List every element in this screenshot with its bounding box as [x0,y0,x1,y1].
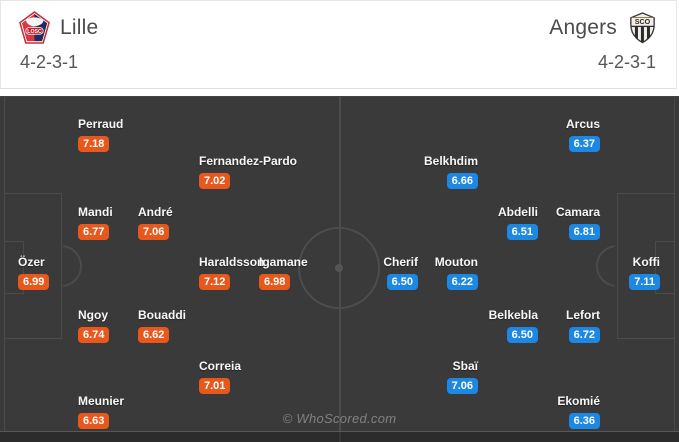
player-name: Correia [199,359,242,373]
player-away[interactable]: Belkhdim 6.66 [424,154,478,189]
player-away[interactable]: Lefort 6.72 [566,308,600,343]
player-rating: 6.36 [568,413,600,429]
player-away[interactable]: Mouton 6.22 [435,255,478,290]
player-rating: 7.06 [446,378,478,394]
player-rating: 6.81 [568,224,600,240]
player-rating: 7.06 [138,224,170,240]
penalty-box-right [617,193,675,339]
player-name: Bouaddi [138,308,186,322]
player-name: Abdelli [497,205,538,219]
player-rating: 7.18 [78,136,110,152]
player-rating: 6.62 [138,327,170,343]
player-rating: 6.22 [446,274,478,290]
player-rating: 6.99 [18,274,50,290]
player-name: Koffi [632,255,660,269]
player-away[interactable]: Camara 6.81 [556,205,600,240]
player-name: Özer [18,255,45,269]
player-name: Ekomié [557,394,600,408]
goal-area-left [4,241,24,294]
player-rating: 6.72 [568,327,600,343]
away-formation: 4-2-3-1 [597,52,656,72]
player-home[interactable]: Correia 7.01 [199,359,241,394]
player-home[interactable]: Ngoy 6.74 [78,308,110,343]
player-name: Lefort [566,308,600,322]
player-home[interactable]: Bouaddi 6.62 [138,308,186,343]
center-circle [298,227,380,309]
player-name: Mandi [78,205,113,219]
player-rating: 7.01 [199,378,231,394]
lille-crest-icon: LOSC [19,11,50,44]
player-home[interactable]: André 7.06 [138,205,173,240]
bottom-strip [0,432,679,442]
home-formation: 4-2-3-1 [20,52,79,72]
player-rating: 6.50 [506,327,538,343]
player-rating: 7.11 [629,274,660,290]
player-away[interactable]: Arcus 6.37 [566,117,600,152]
player-rating: 6.37 [568,136,600,152]
player-name: Meunier [78,394,125,408]
player-name: Igamane [259,255,308,269]
player-name: André [138,205,173,219]
penalty-box-left [4,193,62,339]
player-name: Haraldsson [199,255,265,269]
player-away[interactable]: Cherif 6.50 [383,255,418,290]
player-name: Mouton [434,255,478,269]
player-away[interactable]: Koffi 7.11 [629,255,660,290]
player-rating: 6.51 [506,224,538,240]
teams-header: LOSC Lille 4-2-3-1 Angers SCO [0,0,677,89]
player-home[interactable]: Meunier 6.63 [78,394,124,429]
goal-line-left [4,97,5,431]
player-away[interactable]: Ekomié 6.36 [557,394,600,429]
player-name: Cherif [383,255,418,269]
player-rating: 6.66 [446,173,478,189]
away-team-name: Angers [549,15,617,39]
player-name: Camara [555,205,600,219]
player-name: Belkebla [488,308,538,322]
player-rating: 6.50 [386,274,418,290]
player-rating: 6.77 [78,224,110,240]
goal-area-right [655,241,675,294]
player-name: Arcus [565,117,600,131]
player-rating: 6.63 [78,413,110,429]
away-team-link[interactable]: Angers SCO [549,11,658,44]
player-rating: 6.74 [78,327,110,343]
player-home[interactable]: Mandi 6.77 [78,205,113,240]
player-rating: 7.02 [199,173,231,189]
home-team-link[interactable]: LOSC Lille [19,11,98,44]
player-home[interactable]: Igamane 6.98 [259,255,308,290]
player-away[interactable]: Abdelli 6.51 [498,205,538,240]
lille-crest-text: LOSC [27,29,42,35]
home-team-name: Lille [60,15,99,39]
player-away[interactable]: Sbaï 7.06 [446,359,478,394]
angers-crest-text: SCO [635,18,651,26]
player-rating: 7.12 [199,274,231,290]
player-rating: 6.98 [259,274,291,290]
player-name: Fernandez-Pardo [199,154,298,168]
player-name: Ngoy [78,308,108,322]
player-name: Belkhdim [423,154,478,168]
center-spot [335,264,343,272]
player-home[interactable]: Özer 6.99 [18,255,50,290]
whoscored-watermark: © WhoScored.com [282,411,397,426]
player-name: Perraud [78,117,124,131]
player-home[interactable]: Haraldsson 7.12 [199,255,264,290]
player-away[interactable]: Belkebla 6.50 [489,308,538,343]
player-home[interactable]: Fernandez-Pardo 7.02 [199,154,297,189]
goal-line-right [674,97,675,431]
player-home[interactable]: Perraud 7.18 [78,117,123,152]
angers-crest-icon: SCO [630,12,655,44]
pitch: © WhoScored.com Perraud 7.18 Fernandez-Par… [0,96,679,433]
player-name: Sbaï [452,359,478,373]
